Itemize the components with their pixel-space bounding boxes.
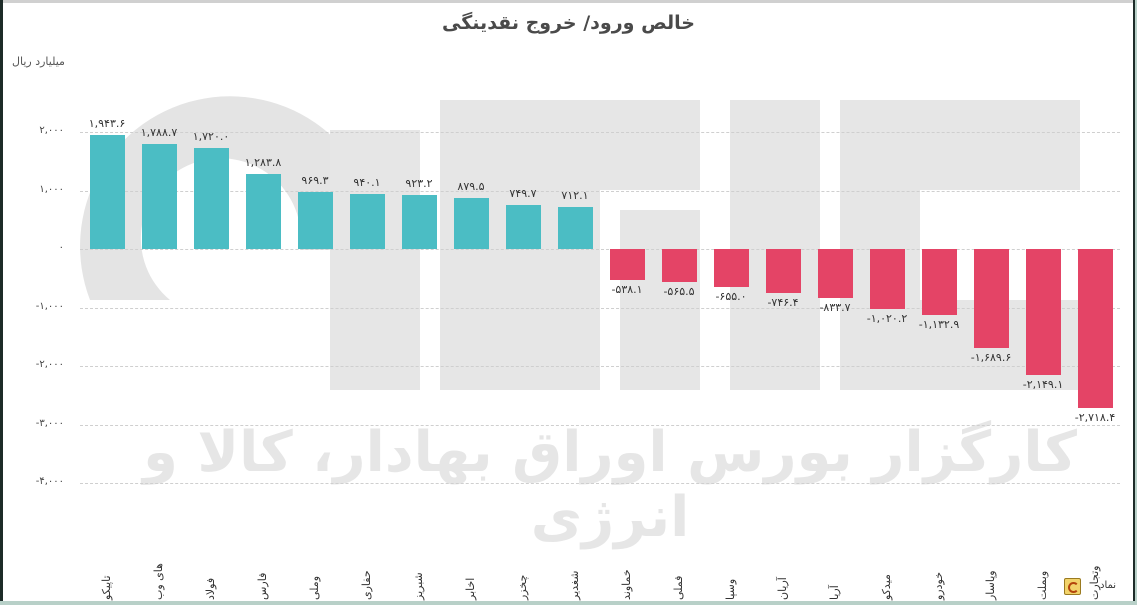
- x-tick-label: آریا: [828, 585, 841, 600]
- bar-value-label: -۶۵۵.۰: [715, 290, 747, 304]
- x-tick-label: خماوند: [620, 569, 633, 600]
- bar-value-label: -۵۶۵.۵: [663, 285, 695, 299]
- gridline: [80, 249, 1120, 250]
- x-tick-label: آریان: [776, 577, 789, 600]
- bar-outflow[interactable]: [713, 249, 749, 288]
- bar-value-label: ۱,۷۸۸.۷: [140, 126, 178, 140]
- x-tick-label: فارس: [256, 572, 269, 600]
- x-tick-label: چخزر: [516, 574, 529, 600]
- bar-outflow[interactable]: [1077, 249, 1113, 409]
- bar-outflow[interactable]: [973, 249, 1009, 348]
- y-tick-label: ۲,۰۰۰: [39, 125, 64, 136]
- y-tick-label: ۱,۰۰۰: [39, 183, 64, 195]
- bar-value-label: -۱,۱۳۲.۹: [918, 318, 960, 332]
- gridline: [80, 132, 1120, 133]
- bar-inflow[interactable]: [297, 192, 333, 249]
- frame-border-top: [0, 0, 1137, 3]
- bar-outflow[interactable]: [921, 249, 957, 316]
- bar-value-label: ۹۶۹.۳: [301, 174, 329, 188]
- gridline: [80, 483, 1120, 484]
- x-tick-label: وتجارت: [1088, 565, 1101, 601]
- refresh-icon[interactable]: [1064, 578, 1081, 595]
- bar-inflow[interactable]: [89, 135, 125, 249]
- x-tick-label: وسپا: [724, 578, 737, 600]
- bar-value-label: ۱,۹۴۳.۶: [88, 117, 126, 131]
- x-tick-label: شغدیر: [568, 570, 581, 600]
- bar-value-label: -۵۳۸.۱: [611, 283, 643, 297]
- bar-outflow[interactable]: [817, 249, 853, 298]
- y-axis-unit-label: میلیارد ریال: [12, 55, 65, 68]
- y-tick-label: -۳,۰۰۰: [35, 417, 64, 429]
- bar-value-label: -۲,۱۴۹.۱: [1022, 377, 1064, 391]
- x-tick-label: فملی: [672, 575, 685, 600]
- x-tick-label: حفاری: [360, 570, 373, 600]
- chart-title: خالص ورود/ خروج نقدینگی: [442, 12, 695, 34]
- bar-inflow[interactable]: [401, 194, 437, 249]
- x-tick-label: وملی: [308, 575, 321, 600]
- bar-value-label: -۲,۷۱۸.۴: [1074, 411, 1116, 425]
- frame-border-bottom: [0, 601, 1137, 605]
- y-tick-label: -۴,۰۰۰: [35, 476, 64, 487]
- bar-value-label: ۱,۷۲۰.۰: [192, 130, 230, 144]
- bar-value-label: ۸۷۹.۵: [457, 179, 485, 193]
- bar-outflow[interactable]: [1025, 249, 1061, 375]
- bar-inflow[interactable]: [453, 197, 489, 249]
- x-tick-label: وبملت: [1036, 570, 1049, 600]
- x-tick-label: شبریز: [412, 572, 425, 600]
- y-tick-label: -۲,۰۰۰: [35, 359, 64, 370]
- watermark-text: کارگزار بورس اوراق بهادار، کالا و انرژی: [143, 420, 1077, 550]
- bar-inflow[interactable]: [505, 205, 541, 249]
- bar-value-label: -۸۳۳.۷: [819, 300, 851, 314]
- y-tick-label: -۱,۰۰۰: [35, 300, 64, 312]
- bar-inflow[interactable]: [141, 144, 177, 249]
- bar-value-label: ۹۲۳.۲: [405, 176, 433, 190]
- x-axis-title: نماد: [1100, 580, 1117, 591]
- y-tick-label: ۰: [58, 242, 64, 253]
- bar-value-label: -۱,۰۲۰.۲: [866, 311, 908, 325]
- bar-value-label: ۷۱۲.۱: [561, 189, 589, 203]
- gridline: [80, 190, 1120, 192]
- bar-value-label: ۱,۲۸۳.۸: [244, 155, 282, 169]
- x-tick-label: وپاسار: [984, 570, 997, 600]
- bar-inflow[interactable]: [349, 194, 385, 249]
- gridline: [80, 307, 1120, 309]
- frame-border-left: [0, 0, 3, 605]
- x-tick-label: فولاد: [204, 577, 217, 600]
- gridline: [80, 424, 1120, 426]
- x-tick-label: های وب: [152, 563, 165, 600]
- bar-inflow[interactable]: [193, 148, 229, 249]
- bar-outflow[interactable]: [661, 249, 697, 283]
- bar-outflow[interactable]: [869, 249, 905, 309]
- x-tick-label: میدکو: [880, 574, 893, 600]
- frame-border-right: [1133, 0, 1137, 605]
- bar-outflow[interactable]: [765, 249, 801, 293]
- bar-value-label: -۱,۶۸۹.۶: [970, 350, 1012, 364]
- bar-inflow[interactable]: [557, 207, 593, 249]
- bar-value-label: ۷۴۹.۷: [509, 187, 537, 201]
- x-tick-label: خودرو: [932, 571, 945, 600]
- x-tick-label: تاپیکو: [100, 575, 113, 600]
- bar-inflow[interactable]: [245, 173, 281, 249]
- bar-value-label: -۷۴۶.۴: [767, 295, 799, 309]
- gridline: [80, 366, 1120, 367]
- bar-value-label: ۹۴۰.۱: [353, 176, 381, 189]
- bar-outflow[interactable]: [609, 249, 645, 281]
- x-tick-label: اخابر: [464, 577, 477, 600]
